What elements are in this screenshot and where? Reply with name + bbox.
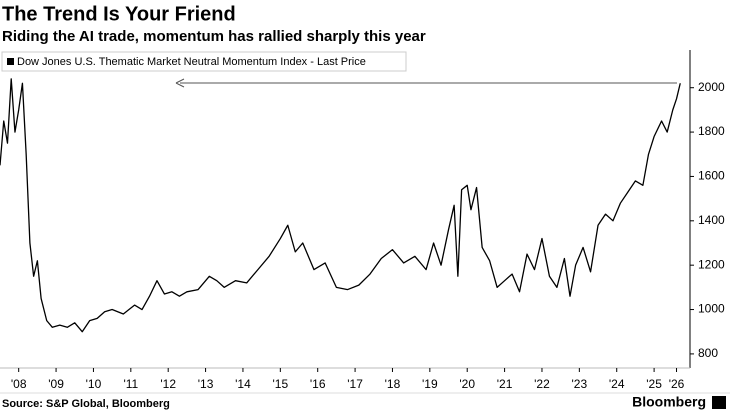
x-tick-label: '12 <box>160 377 176 391</box>
x-tick-label: '21 <box>497 377 513 391</box>
y-tick-label: 1800 <box>698 124 725 138</box>
y-tick-label: 2000 <box>698 80 725 94</box>
y-tick-label: 1200 <box>698 257 725 271</box>
x-tick-label: '22 <box>534 377 550 391</box>
x-tick-label: '20 <box>459 377 475 391</box>
y-tick-label: 1600 <box>698 169 725 183</box>
line-series <box>0 78 681 333</box>
x-tick-label: '13 <box>198 377 214 391</box>
legend-box <box>1 51 407 72</box>
x-tick-label: '16 <box>310 377 326 391</box>
x-tick-label: '18 <box>385 377 401 391</box>
x-tick-label: '17 <box>347 377 363 391</box>
brand-icon <box>712 396 726 409</box>
x-tick-label: '10 <box>86 377 102 391</box>
x-tick-label: '15 <box>273 377 289 391</box>
x-tick-label: '08 <box>11 377 27 391</box>
source: Source: S&P Global, Bloomberg <box>2 398 170 410</box>
x-tick-label: '25 <box>646 377 662 391</box>
annotation-arrowhead <box>175 78 185 88</box>
x-tick-label: '14 <box>235 377 251 391</box>
x-tick-label: '09 <box>48 377 64 391</box>
chart-subtitle: Riding the AI trade, momentum has rallie… <box>2 28 426 45</box>
x-tick-label: '23 <box>572 377 588 391</box>
legend-swatch <box>7 58 14 65</box>
y-tick-label: 1400 <box>698 213 725 227</box>
brand: Bloomberg <box>632 394 706 410</box>
legend-label: Dow Jones U.S. Thematic Market Neutral M… <box>17 56 366 68</box>
x-tick-label: '19 <box>422 377 438 391</box>
x-tick-label: '11 <box>123 377 138 391</box>
y-tick-label: 800 <box>698 346 718 360</box>
chart-title: The Trend Is Your Friend <box>2 3 236 25</box>
x-tick-label: '26 <box>669 377 685 391</box>
y-tick-label: 1000 <box>698 302 725 316</box>
x-tick-label: '24 <box>609 377 625 391</box>
